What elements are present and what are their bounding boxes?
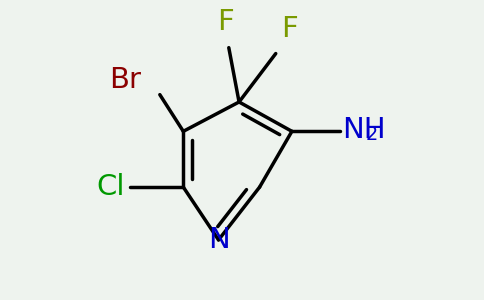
Text: F: F bbox=[217, 8, 234, 36]
Text: F: F bbox=[282, 15, 298, 43]
Text: Cl: Cl bbox=[96, 173, 124, 201]
Text: N: N bbox=[208, 226, 229, 254]
Text: 2: 2 bbox=[365, 125, 378, 144]
Text: Br: Br bbox=[109, 66, 141, 94]
Text: NH: NH bbox=[342, 116, 385, 144]
